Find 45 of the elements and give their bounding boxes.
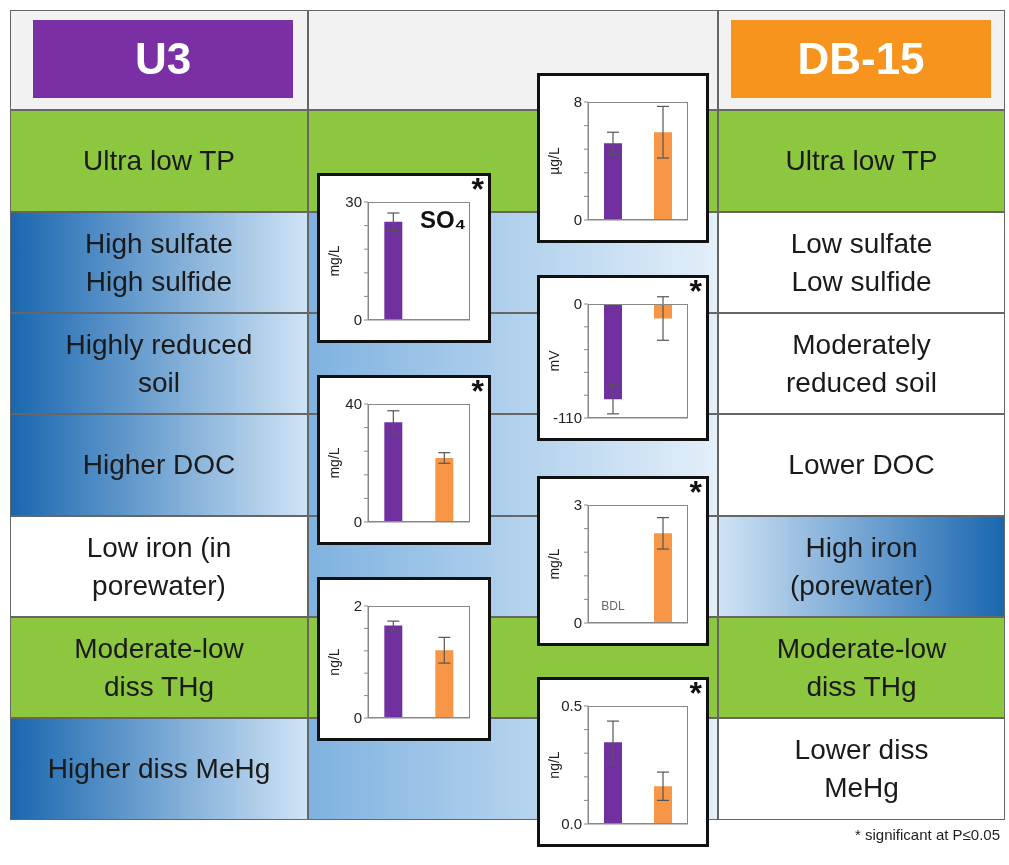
y-axis-title: mV (545, 349, 562, 372)
y-tick-label: 3 (573, 496, 582, 514)
text: Moderately reduced soil (786, 327, 937, 400)
text: Lower diss MeHg (794, 733, 929, 805)
y-axis-title: mg/L (325, 245, 342, 277)
text: Higher diss MeHg (47, 752, 271, 786)
y-axis-title: ng/L (325, 648, 342, 676)
text: * (471, 373, 484, 409)
y-tick-label: 8 (573, 93, 582, 111)
text: U3 (33, 20, 293, 98)
annotation: SO₄ (419, 206, 466, 234)
text: * significant at P≤0.05 (855, 826, 1000, 843)
y-tick-label: -110 (553, 409, 582, 427)
text: * (689, 675, 702, 711)
y-axis-title: µg/L (545, 147, 562, 175)
text: Low sulfate Low sulfide (790, 226, 933, 299)
text: Moderate-low diss THg (74, 631, 244, 704)
y-axis-title: ng/L (545, 751, 562, 779)
text: Highly reduced soil (65, 327, 253, 400)
y-axis-title: mg/L (545, 548, 562, 580)
y-tick-label: 0.5 (561, 697, 582, 715)
y-tick-label: 2 (353, 597, 362, 615)
text: High iron (porewater) (789, 530, 934, 603)
text: Ultra low TP (785, 144, 938, 178)
text: DB-15 (731, 20, 991, 98)
text: Higher DOC (82, 448, 236, 482)
data-label: BDL (601, 599, 625, 614)
y-tick-label: 0 (353, 513, 362, 531)
y-tick-label: 0.0 (561, 815, 582, 833)
y-tick-label: 0 (353, 311, 362, 329)
y-tick-label: 0 (573, 211, 582, 229)
text: High sulfate High sulfide (85, 226, 233, 299)
y-axis-title: mg/L (325, 447, 342, 479)
text: Low iron (in porewater) (86, 530, 232, 603)
y-tick-label: 40 (345, 395, 362, 413)
y-tick-label: 30 (345, 193, 362, 211)
text: * (689, 474, 702, 510)
y-tick-label: 0 (573, 614, 582, 632)
y-tick-label: 0 (353, 709, 362, 727)
text: * (471, 171, 484, 207)
text: Moderate-low diss THg (776, 631, 947, 704)
y-tick-label: 0 (573, 295, 582, 313)
text: Ultra low TP (83, 144, 235, 178)
text: Lower DOC (788, 448, 935, 482)
text: * (689, 273, 702, 309)
